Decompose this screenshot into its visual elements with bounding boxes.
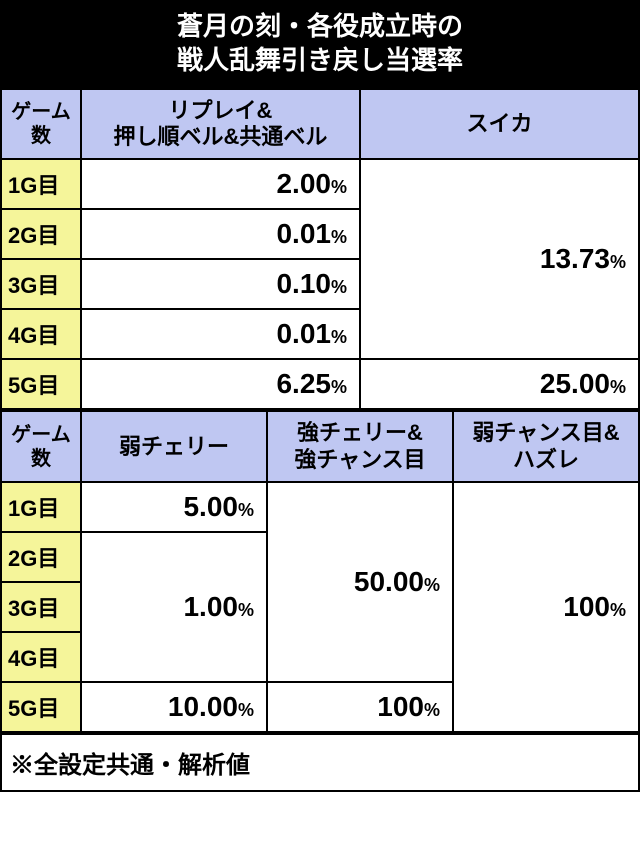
t1-row5-label: 5G目: [1, 359, 81, 409]
t2-row2-label: 2G目: [1, 532, 81, 582]
t1-col1-header-text: リプレイ&押し順ベル&共通ベル: [114, 98, 328, 149]
t2-col1-header: 弱チェリー: [81, 411, 267, 482]
pct: %: [331, 327, 347, 347]
t1-col2-merged: 13.73%: [360, 159, 639, 359]
t2-col3-header: 弱チャンス目&ハズレ: [453, 411, 639, 482]
t2-col3-merged-num: 100: [563, 591, 610, 622]
title-line2: 戦人乱舞引き戻し当選率: [177, 45, 463, 75]
t1-r2c1-num: 0.01: [276, 218, 331, 249]
t1-row3-label: 3G目: [1, 259, 81, 309]
t2-r5c2-num: 100: [377, 691, 424, 722]
t1-row1-label: 1G目: [1, 159, 81, 209]
t2-col1-header-text: 弱チェリー: [119, 434, 229, 459]
t2-r5c1-num: 10.00: [168, 691, 238, 722]
t2-row4-label: 4G目: [1, 632, 81, 682]
t1-r3c1: 0.10%: [81, 259, 360, 309]
t1-col2-merged-num: 13.73: [540, 243, 610, 274]
t1-r4c1: 0.01%: [81, 309, 360, 359]
t2-col2-merged: 50.00%: [267, 482, 453, 682]
t1-r4c1-num: 0.01: [276, 318, 331, 349]
t2-r5c1: 10.00%: [81, 682, 267, 732]
t1-col1-header: リプレイ&押し順ベル&共通ベル: [81, 89, 360, 160]
t1-game-header-text: ゲーム数: [11, 101, 70, 147]
t2-col1-merged: 1.00%: [81, 532, 267, 682]
t2-col1-merged-num: 1.00: [183, 591, 238, 622]
t1-r5c1-num: 6.25: [276, 368, 331, 399]
pct: %: [238, 700, 254, 720]
t2-row3-label: 3G目: [1, 582, 81, 632]
pct: %: [424, 700, 440, 720]
t1-row2-label: 2G目: [1, 209, 81, 259]
t2-col2-header-text: 強チェリー&強チャンス目: [294, 420, 425, 471]
t1-r1c1: 2.00%: [81, 159, 360, 209]
pct: %: [424, 575, 440, 595]
t1-r1c1-num: 2.00: [276, 168, 331, 199]
t1-game-header: ゲーム数: [1, 89, 81, 160]
table-2: ゲーム数 弱チェリー 強チェリー&強チャンス目 弱チャンス目&ハズレ 1G目 5…: [0, 410, 640, 733]
t2-row1-label: 1G目: [1, 482, 81, 532]
t2-game-header: ゲーム数: [1, 411, 81, 482]
t2-r5c2: 100%: [267, 682, 453, 732]
pct: %: [610, 377, 626, 397]
t2-col2-header: 強チェリー&強チャンス目: [267, 411, 453, 482]
title-line1: 蒼月の刻・各役成立時の: [177, 11, 463, 41]
footer-note: ※全設定共通・解析値: [1, 734, 639, 791]
t2-game-header-text: ゲーム数: [11, 424, 70, 470]
t1-r5c2-num: 25.00: [540, 368, 610, 399]
t1-r3c1-num: 0.10: [276, 268, 331, 299]
pct: %: [238, 500, 254, 520]
t2-col3-header-text: 弱チャンス目&ハズレ: [472, 420, 619, 471]
t1-r2c1: 0.01%: [81, 209, 360, 259]
t2-col2-merged-num: 50.00: [354, 566, 424, 597]
pct: %: [238, 600, 254, 620]
t2-r1c1-num: 5.00: [183, 491, 238, 522]
t1-col2-header-text: スイカ: [466, 111, 532, 136]
footer-table: ※全設定共通・解析値: [0, 733, 640, 792]
pct: %: [331, 277, 347, 297]
title-bar: 蒼月の刻・各役成立時の 戦人乱舞引き戻し当選率: [0, 0, 640, 88]
pct: %: [331, 177, 347, 197]
pct: %: [331, 377, 347, 397]
t2-col3-merged: 100%: [453, 482, 639, 732]
t2-row5-label: 5G目: [1, 682, 81, 732]
t1-row4-label: 4G目: [1, 309, 81, 359]
t2-r1c1: 5.00%: [81, 482, 267, 532]
t1-col2-header: スイカ: [360, 89, 639, 160]
t1-r5c2: 25.00%: [360, 359, 639, 409]
table-1: ゲーム数 リプレイ&押し順ベル&共通ベル スイカ 1G目 2.00% 13.73…: [0, 88, 640, 411]
pct: %: [331, 227, 347, 247]
t1-r5c1: 6.25%: [81, 359, 360, 409]
pct: %: [610, 252, 626, 272]
pct: %: [610, 600, 626, 620]
